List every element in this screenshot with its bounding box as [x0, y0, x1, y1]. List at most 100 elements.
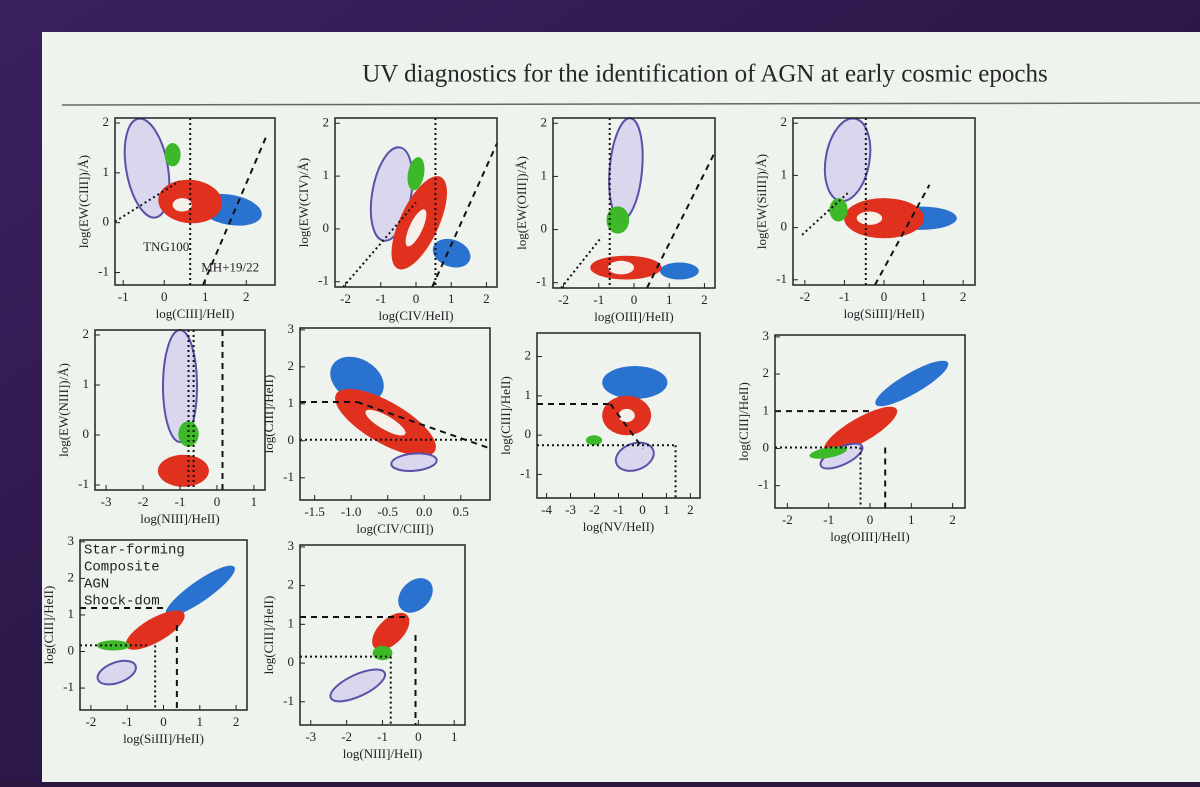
x-tick-label: -1 — [593, 292, 604, 307]
contour-region — [390, 452, 438, 472]
contour-region — [856, 211, 883, 225]
division-line — [202, 134, 268, 286]
contour-region — [96, 640, 131, 651]
y-tick-label: -1 — [283, 693, 294, 708]
y-tick-label: 1 — [525, 387, 532, 402]
panel: -1 0 1 2 -1 0 1 2 log(CIII]/HeII) log(EW(CIII])/Å… — [76, 114, 276, 321]
y-tick-label: 1 — [541, 167, 548, 182]
y-tick-label: 2 — [68, 569, 75, 584]
annotation: TNG100 — [143, 239, 189, 254]
contour-region — [823, 406, 898, 454]
y-tick-label: 2 — [323, 114, 330, 129]
x-axis-label: log(CIV/HeII) — [378, 308, 453, 323]
contour-region — [157, 454, 209, 487]
y-tick-label: -1 — [536, 274, 547, 289]
x-tick-label: -1 — [375, 291, 386, 306]
x-tick-label: 1 — [920, 289, 927, 304]
x-tick-label: -2 — [558, 292, 569, 307]
x-axis-label: log(SiIII]/HeII) — [123, 731, 204, 746]
x-tick-label: -4 — [541, 502, 552, 517]
annotation: MH+19/22 — [201, 259, 259, 274]
x-axis-label: log(SiIII]/HeII) — [844, 306, 925, 321]
x-tick-label: 0.0 — [416, 504, 432, 519]
x-tick-label: 0 — [161, 289, 168, 304]
x-tick-label: -2 — [138, 494, 149, 509]
x-tick-label: 2 — [687, 502, 694, 517]
contour-region — [172, 198, 192, 212]
y-tick-label: 2 — [781, 114, 788, 129]
contour-region — [809, 446, 847, 459]
division-line — [646, 151, 716, 289]
panel: -2 -1 0 1 2 -1 0 1 2 log(SiIII]/HeII) log(EW(SiIII… — [754, 114, 976, 321]
contour-region — [829, 198, 848, 222]
x-axis-label: log(OIII]/HeII) — [594, 309, 673, 324]
y-tick-label: 3 — [288, 538, 295, 553]
x-axis-label: log(NV/HeII) — [583, 519, 654, 534]
contour-region — [407, 157, 425, 191]
x-tick-label: 1 — [908, 512, 915, 527]
x-tick-label: 1 — [451, 729, 458, 744]
division-line — [356, 401, 491, 450]
contour-region — [606, 206, 630, 234]
y-tick-label: -1 — [63, 679, 74, 694]
x-tick-label: 2 — [949, 512, 956, 527]
y-tick-label: -1 — [318, 273, 329, 288]
plot-frame — [114, 117, 276, 286]
y-axis-label: log(EW(OIII])/Å) — [514, 156, 529, 250]
y-tick-label: -1 — [98, 264, 109, 279]
x-tick-label: -2 — [85, 714, 96, 729]
x-tick-label: -1 — [122, 714, 133, 729]
y-axis-label: log(CIII]/HeII) — [261, 375, 276, 454]
contour-region — [585, 435, 603, 446]
y-axis-label: log(CIII]/HeII) — [498, 376, 513, 455]
y-tick-label: 0 — [288, 432, 295, 447]
contour-region — [618, 408, 635, 423]
y-tick-label: 1 — [763, 402, 770, 417]
x-tick-label: 0 — [413, 291, 420, 306]
plot-frame — [299, 327, 491, 501]
contour-region — [372, 612, 410, 651]
x-tick-label: 1 — [448, 291, 455, 306]
y-tick-label: -1 — [520, 465, 531, 480]
contour-region — [608, 260, 634, 275]
y-axis-label: log(EW(CIII])/Å) — [76, 155, 91, 248]
contour-region — [372, 645, 393, 661]
y-tick-label: 0 — [781, 219, 788, 234]
x-axis-label: log(CIV/CIII]) — [356, 521, 433, 536]
x-tick-label: 2 — [243, 289, 250, 304]
contour-region — [398, 578, 433, 613]
x-tick-label: 0 — [160, 714, 167, 729]
panel: -2 -1 0 1 2 -1 0 1 2 3 log(OIII]/HeII) log(CIII]/He… — [736, 328, 966, 544]
x-tick-label: 1 — [202, 289, 209, 304]
x-tick-label: -2 — [341, 729, 352, 744]
x-axis-label: log(NIII]/HeII) — [343, 746, 422, 761]
x-tick-label: 0 — [214, 494, 221, 509]
y-axis-label: log(EW(NIII])/Å) — [56, 363, 71, 457]
y-tick-label: 0 — [763, 439, 770, 454]
y-tick-label: 0 — [83, 426, 90, 441]
y-tick-label: 2 — [288, 577, 295, 592]
slide-title: UV diagnostics for the identification of… — [362, 61, 1047, 88]
contour-region — [432, 238, 471, 268]
x-tick-label: 1 — [251, 494, 258, 509]
x-tick-label: -3 — [565, 502, 576, 517]
x-tick-label: -3 — [101, 494, 112, 509]
title-rule — [61, 102, 1200, 106]
y-tick-label: 1 — [288, 615, 295, 630]
x-tick-label: 1 — [663, 502, 670, 517]
x-tick-label: -1 — [118, 289, 129, 304]
x-tick-label: -1.0 — [341, 504, 362, 519]
y-tick-label: 1 — [103, 164, 110, 179]
division-line — [431, 142, 498, 288]
x-axis-label: log(CIII]/HeII) — [156, 306, 235, 321]
panel: -1.5 -1.0 -0.5 0.0 0.5 -1 0 1 2 3 log(CIV/CIII]) lo… — [261, 321, 491, 536]
contour-region — [164, 143, 181, 167]
division-line — [609, 403, 644, 450]
panel: -2 -1 0 1 2 -1 0 1 2 log(OIII]/HeII) log(EW(OIII])… — [514, 114, 716, 324]
x-axis-label: log(OIII]/HeII) — [830, 529, 909, 544]
division-line — [801, 192, 849, 236]
x-tick-label: -1 — [839, 289, 850, 304]
x-tick-label: -3 — [305, 729, 316, 744]
division-line — [874, 184, 931, 286]
